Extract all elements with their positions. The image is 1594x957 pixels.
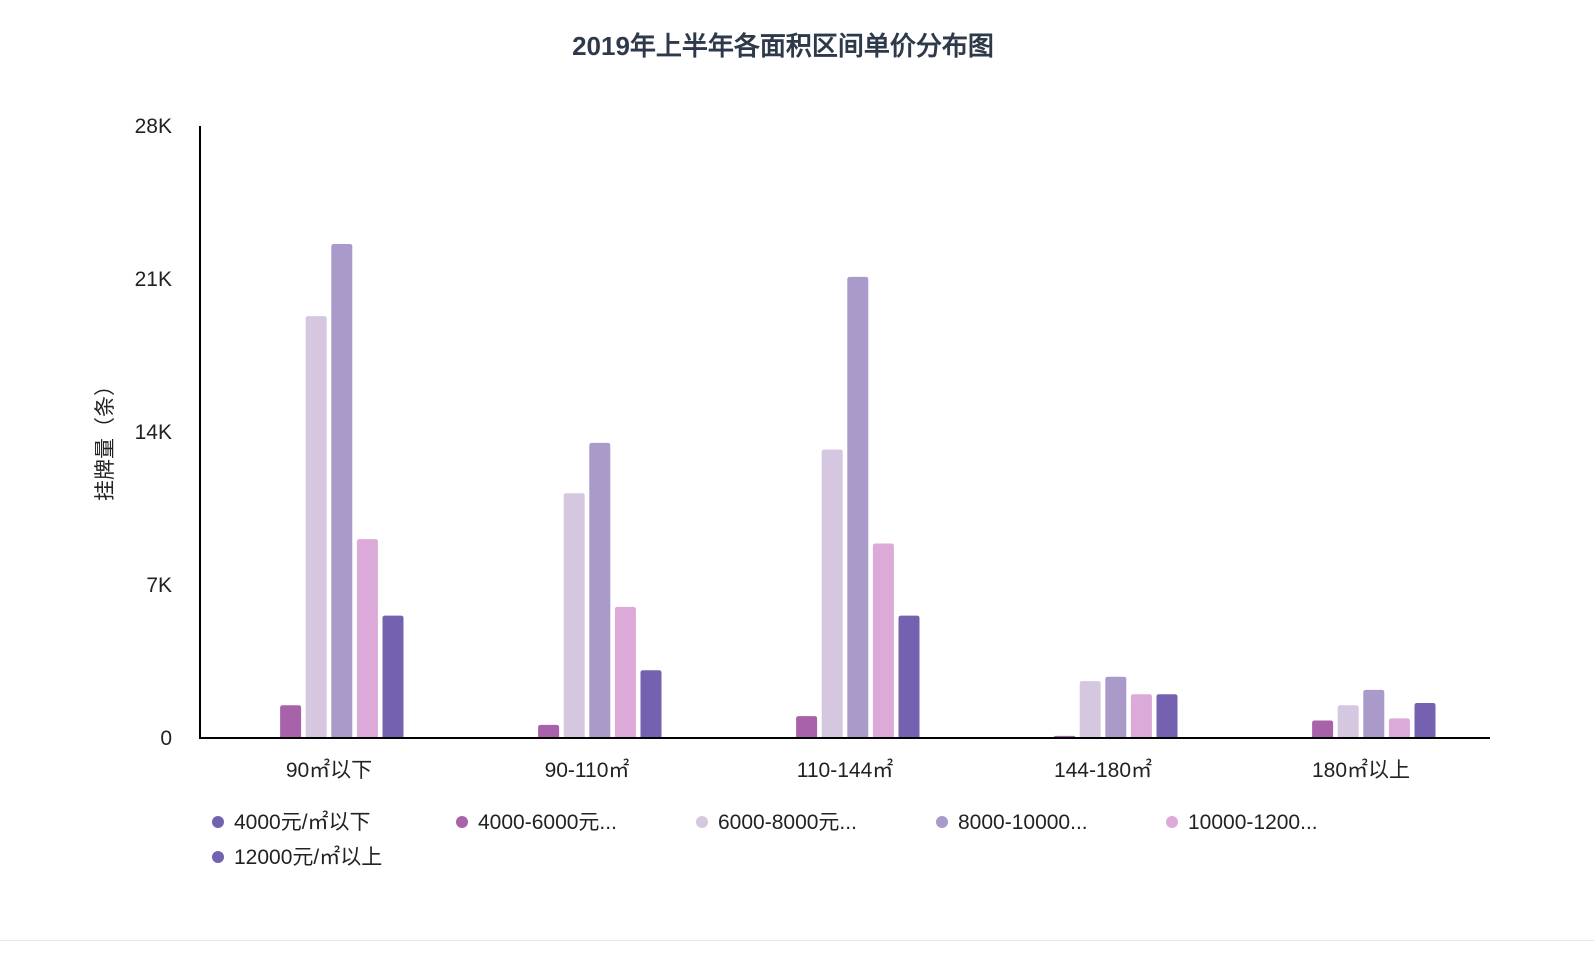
bar[interactable]: 6000-8000元... · 90-110㎡: 11200 xyxy=(563,493,585,738)
bar[interactable]: 12000元/㎡以上 · 90㎡以下: 5600 xyxy=(382,615,404,738)
legend-label: 4000-6000元... xyxy=(478,811,617,834)
bar[interactable]: 6000-8000元... · 180㎡以上: 1500 xyxy=(1337,705,1359,738)
bar[interactable]: 6000-8000元... · 90㎡以下: 19300 xyxy=(305,316,327,738)
bar[interactable]: 12000元/㎡以上 · 180㎡以上: 1600 xyxy=(1414,703,1436,738)
legend-item[interactable]: 4000元/㎡以下 xyxy=(212,810,371,834)
bar[interactable]: 8000-10000... · 110-144㎡: 21100 xyxy=(847,276,869,738)
legend-swatch xyxy=(212,816,224,828)
legend-label: 10000-1200... xyxy=(1188,811,1318,834)
legend-label: 8000-10000... xyxy=(958,811,1088,834)
bar[interactable]: 8000-10000... · 144-180㎡: 2800 xyxy=(1105,676,1127,738)
legend-item[interactable]: 8000-10000... xyxy=(936,811,1088,834)
bar[interactable]: 10000-1200... · 180㎡以上: 900 xyxy=(1388,718,1410,738)
x-tick-label: 144-180㎡ xyxy=(1054,758,1152,782)
bar[interactable]: 4000-6000元... · 110-144㎡: 1000 xyxy=(796,716,818,738)
x-axis-ticks: 90㎡以下 90-110㎡ 110-144㎡ 144-180㎡ 180㎡以上 xyxy=(286,758,1410,782)
legend-label: 12000元/㎡以上 xyxy=(234,845,382,869)
bar[interactable]: 8000-10000... · 90-110㎡: 13500 xyxy=(589,442,611,738)
y-axis-label: 挂牌量（条） xyxy=(94,375,117,501)
y-tick-label: 28K xyxy=(135,115,172,138)
y-tick-label: 7K xyxy=(146,574,172,597)
legend-item[interactable]: 10000-1200... xyxy=(1166,811,1318,834)
legend-label: 4000元/㎡以下 xyxy=(234,810,371,834)
bar[interactable]: 12000元/㎡以上 · 110-144㎡: 5600 xyxy=(898,615,920,738)
legend-swatch xyxy=(1166,816,1178,828)
bar[interactable]: 4000-6000元... · 180㎡以上: 800 xyxy=(1312,720,1334,738)
legend-item[interactable]: 12000元/㎡以上 xyxy=(212,845,382,869)
legend-item[interactable]: 4000-6000元... xyxy=(456,811,617,834)
x-tick-label: 180㎡以上 xyxy=(1312,758,1410,782)
bar[interactable]: 4000-6000元... · 90-110㎡: 600 xyxy=(538,724,560,738)
bar[interactable]: 6000-8000元... · 110-144㎡: 13200 xyxy=(821,449,843,738)
bar[interactable]: 6000-8000元... · 144-180㎡: 2600 xyxy=(1079,681,1101,738)
y-tick-label: 14K xyxy=(135,421,172,444)
bar-series-group: 4000-6000元... · 90㎡以下: 15006000-8000元...… xyxy=(280,244,1436,738)
legend-swatch xyxy=(936,816,948,828)
y-tick-label: 21K xyxy=(135,268,172,291)
y-axis-ticks: 0 7K 14K 21K 28K xyxy=(135,115,172,750)
bar[interactable]: 10000-1200... · 144-180㎡: 2000 xyxy=(1130,694,1152,738)
legend[interactable]: 4000元/㎡以下 4000-6000元... 6000-8000元... 8000-… xyxy=(212,810,1318,869)
bar[interactable]: 10000-1200... · 90㎡以下: 9100 xyxy=(356,539,378,738)
bar[interactable]: 8000-10000... · 90㎡以下: 22600 xyxy=(331,244,353,738)
x-tick-label: 90㎡以下 xyxy=(286,758,372,782)
legend-swatch xyxy=(212,851,224,863)
legend-item[interactable]: 6000-8000元... xyxy=(696,811,857,834)
axes xyxy=(199,126,1490,739)
legend-swatch xyxy=(456,816,468,828)
legend-label: 6000-8000元... xyxy=(718,811,857,834)
y-tick-label: 0 xyxy=(160,727,172,750)
legend-swatch xyxy=(696,816,708,828)
bar[interactable]: 10000-1200... · 90-110㎡: 6000 xyxy=(614,606,636,738)
bar[interactable]: 8000-10000... · 180㎡以上: 2200 xyxy=(1363,689,1385,738)
bar[interactable]: 12000元/㎡以上 · 144-180㎡: 2000 xyxy=(1156,694,1178,738)
bar[interactable]: 10000-1200... · 110-144㎡: 8900 xyxy=(872,543,894,738)
x-tick-label: 110-144㎡ xyxy=(797,758,894,782)
bar[interactable]: 4000-6000元... · 90㎡以下: 1500 xyxy=(280,705,302,738)
bottom-divider xyxy=(0,940,1594,941)
chart-title: 2019年上半年各面积区间单价分布图 xyxy=(572,31,994,61)
x-tick-label: 90-110㎡ xyxy=(545,758,630,782)
bar[interactable]: 12000元/㎡以上 · 90-110㎡: 3100 xyxy=(640,670,662,738)
